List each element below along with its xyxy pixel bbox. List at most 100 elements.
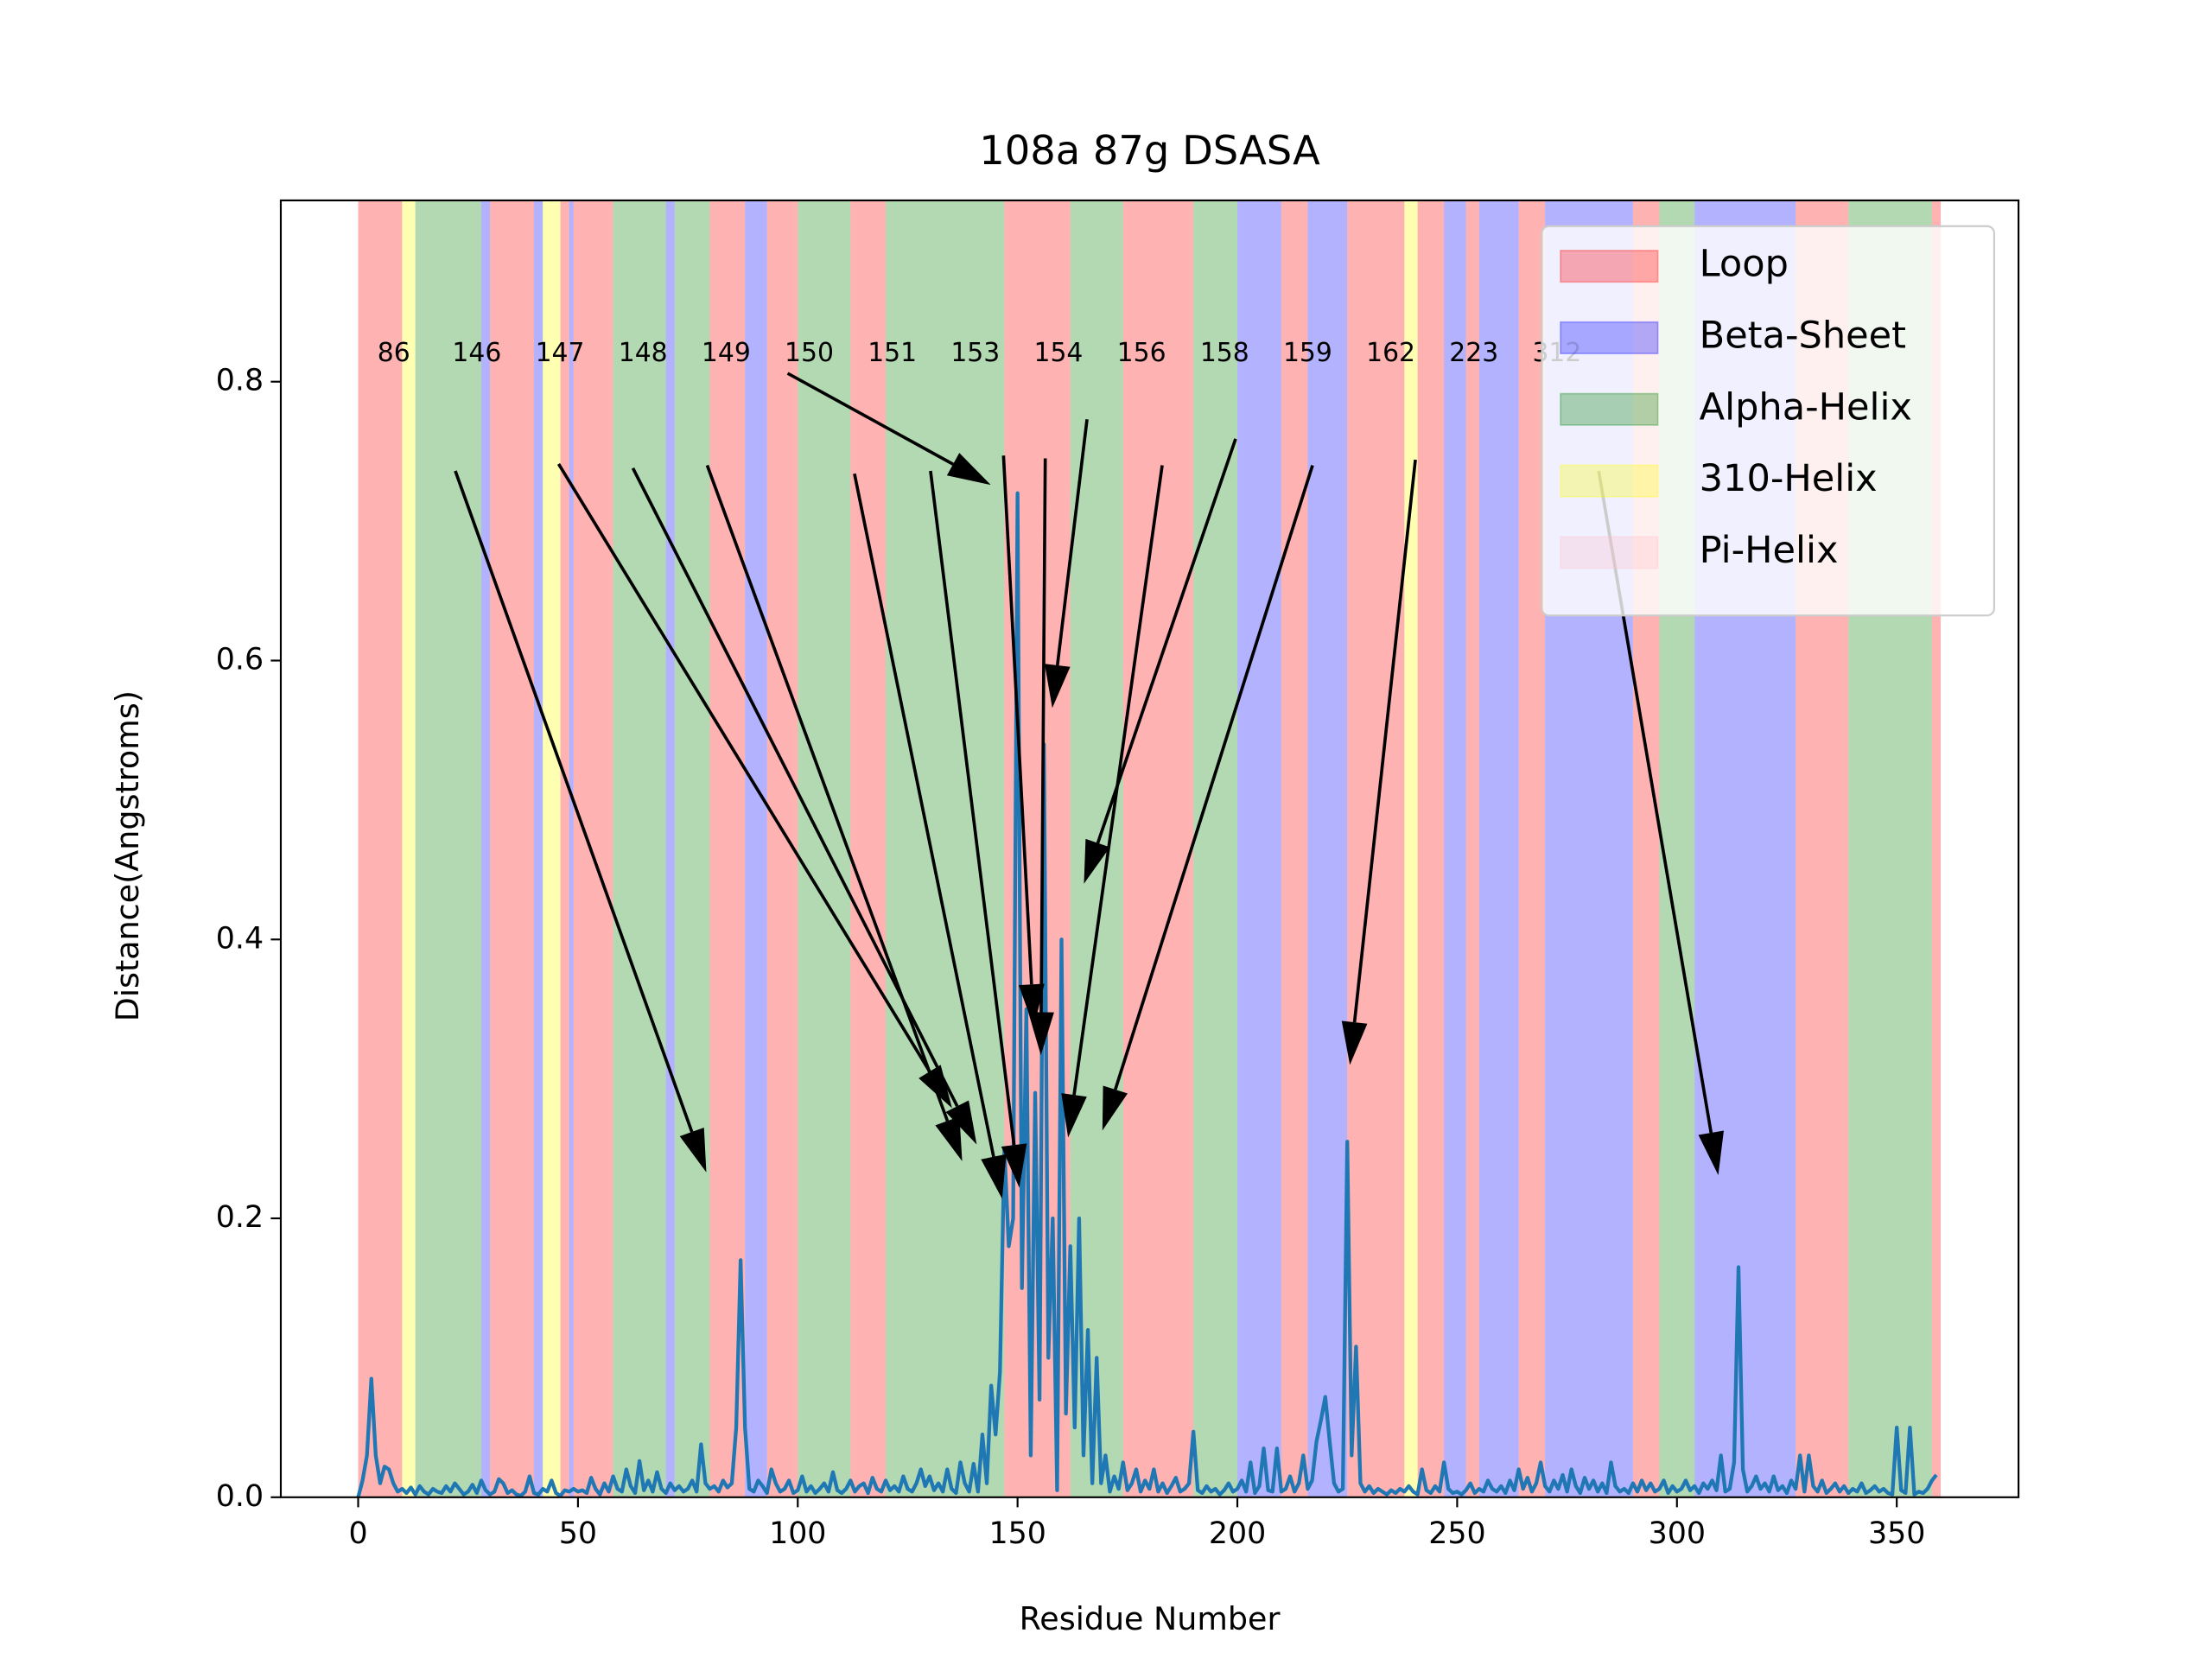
arrow-head xyxy=(935,1116,963,1161)
structure-region xyxy=(358,200,403,1497)
legend-swatch xyxy=(1560,536,1659,569)
annotation-label: 146 xyxy=(452,338,501,368)
arrow-head xyxy=(1084,838,1110,884)
structure-region xyxy=(573,200,613,1497)
arrow-head xyxy=(981,1154,1007,1199)
annotation-label: 148 xyxy=(619,338,668,368)
annotation-arrow xyxy=(853,473,995,1158)
legend-swatch xyxy=(1560,321,1659,355)
annotation-label: 158 xyxy=(1200,338,1249,368)
chart-title: 108a 87g DSASA xyxy=(979,127,1320,174)
legend-label: 310-Helix xyxy=(1700,457,1878,500)
y-tick-label: 0.4 xyxy=(216,921,264,956)
arrow-head xyxy=(1018,983,1045,1027)
structure-region xyxy=(569,200,574,1497)
x-tick-label: 100 xyxy=(769,1516,826,1551)
annotation-label: 223 xyxy=(1449,338,1498,368)
structure-region xyxy=(665,200,675,1497)
annotation-label: 147 xyxy=(536,338,585,368)
x-tick-label: 150 xyxy=(988,1516,1046,1551)
data-line xyxy=(356,491,1938,1498)
arrow-head xyxy=(1044,664,1071,709)
plot-frame xyxy=(279,199,2020,1498)
x-tick-label: 200 xyxy=(1209,1516,1266,1551)
structure-region xyxy=(402,200,416,1497)
annotation-label: 150 xyxy=(785,338,834,368)
structure-region xyxy=(490,200,535,1497)
structure-region xyxy=(1404,200,1418,1497)
annotation-arrow xyxy=(1114,465,1314,1090)
annotation-arrow xyxy=(929,470,1016,1146)
arrow-head xyxy=(945,1100,977,1145)
legend-swatch xyxy=(1560,464,1659,498)
y-tick-label: 0.6 xyxy=(216,642,264,677)
annotation-arrow xyxy=(556,462,931,1073)
annotation-arrow xyxy=(1039,458,1047,1013)
arrow-head xyxy=(1061,1093,1087,1138)
annotation-arrow xyxy=(454,470,694,1133)
structure-region xyxy=(886,200,1005,1497)
structure-region xyxy=(415,200,481,1497)
structure-region xyxy=(1307,200,1348,1497)
annotation-label: 154 xyxy=(1034,338,1084,368)
structure-region xyxy=(543,200,561,1497)
structure-region xyxy=(1444,200,1466,1497)
y-tick-label: 0.8 xyxy=(216,364,264,398)
annotation-label: 156 xyxy=(1117,338,1166,368)
structure-region xyxy=(560,200,569,1497)
legend-swatch xyxy=(1560,392,1659,426)
arrow-head xyxy=(679,1127,707,1173)
structure-region xyxy=(674,200,710,1497)
arrow-head xyxy=(1001,1143,1027,1188)
arrow-head xyxy=(1102,1085,1128,1131)
annotation-label: 159 xyxy=(1283,338,1332,368)
y-tick-label: 0.0 xyxy=(216,1479,264,1514)
structure-region xyxy=(1281,200,1308,1497)
annotation-arrow xyxy=(786,372,954,466)
annotation-label: 162 xyxy=(1366,338,1415,368)
structure-region xyxy=(1122,200,1194,1497)
y-tick-label: 0.2 xyxy=(216,1200,264,1235)
annotation-arrow xyxy=(1096,438,1237,844)
structure-region xyxy=(1417,200,1445,1497)
structure-region xyxy=(1237,200,1281,1497)
legend-swatch xyxy=(1560,250,1659,283)
annotation-arrow xyxy=(1001,455,1033,985)
x-tick-label: 250 xyxy=(1428,1516,1485,1551)
annotation-label: 86 xyxy=(378,338,410,368)
arrow-head xyxy=(1341,1020,1368,1065)
legend-label: Loop xyxy=(1700,243,1789,286)
arrow-head xyxy=(946,453,991,486)
structure-region xyxy=(1347,200,1405,1497)
structure-region xyxy=(850,200,887,1497)
structure-region xyxy=(1478,200,1519,1497)
legend-box xyxy=(1541,225,1995,617)
annotation-arrow xyxy=(1055,419,1089,666)
legend-label: Beta-Sheet xyxy=(1700,314,1906,357)
annotation-label: 153 xyxy=(950,338,1000,368)
structure-region xyxy=(480,200,491,1497)
x-tick-label: 50 xyxy=(559,1516,597,1551)
structure-region xyxy=(798,200,851,1497)
structure-region xyxy=(1465,200,1479,1497)
x-axis-label: Residue Number xyxy=(1020,1600,1281,1637)
structure-region xyxy=(745,200,767,1497)
x-tick-label: 0 xyxy=(348,1516,367,1551)
structure-region xyxy=(1518,200,1546,1497)
annotation-arrow xyxy=(1352,459,1417,1023)
annotation-label: 149 xyxy=(702,338,751,368)
legend-label: Pi-Helix xyxy=(1700,529,1839,572)
annotation-arrow xyxy=(705,464,950,1122)
x-tick-label: 300 xyxy=(1649,1516,1706,1551)
structure-region xyxy=(1931,200,1942,1497)
structure-region xyxy=(1193,200,1238,1497)
annotation-label: 151 xyxy=(868,338,917,368)
legend-label: Alpha-Helix xyxy=(1700,385,1912,429)
x-tick-label: 350 xyxy=(1868,1516,1925,1551)
arrow-head xyxy=(1028,1012,1054,1056)
structure-region xyxy=(534,200,543,1497)
structure-region xyxy=(613,200,666,1497)
y-axis-label: Distance(Angstroms) xyxy=(109,690,146,1021)
